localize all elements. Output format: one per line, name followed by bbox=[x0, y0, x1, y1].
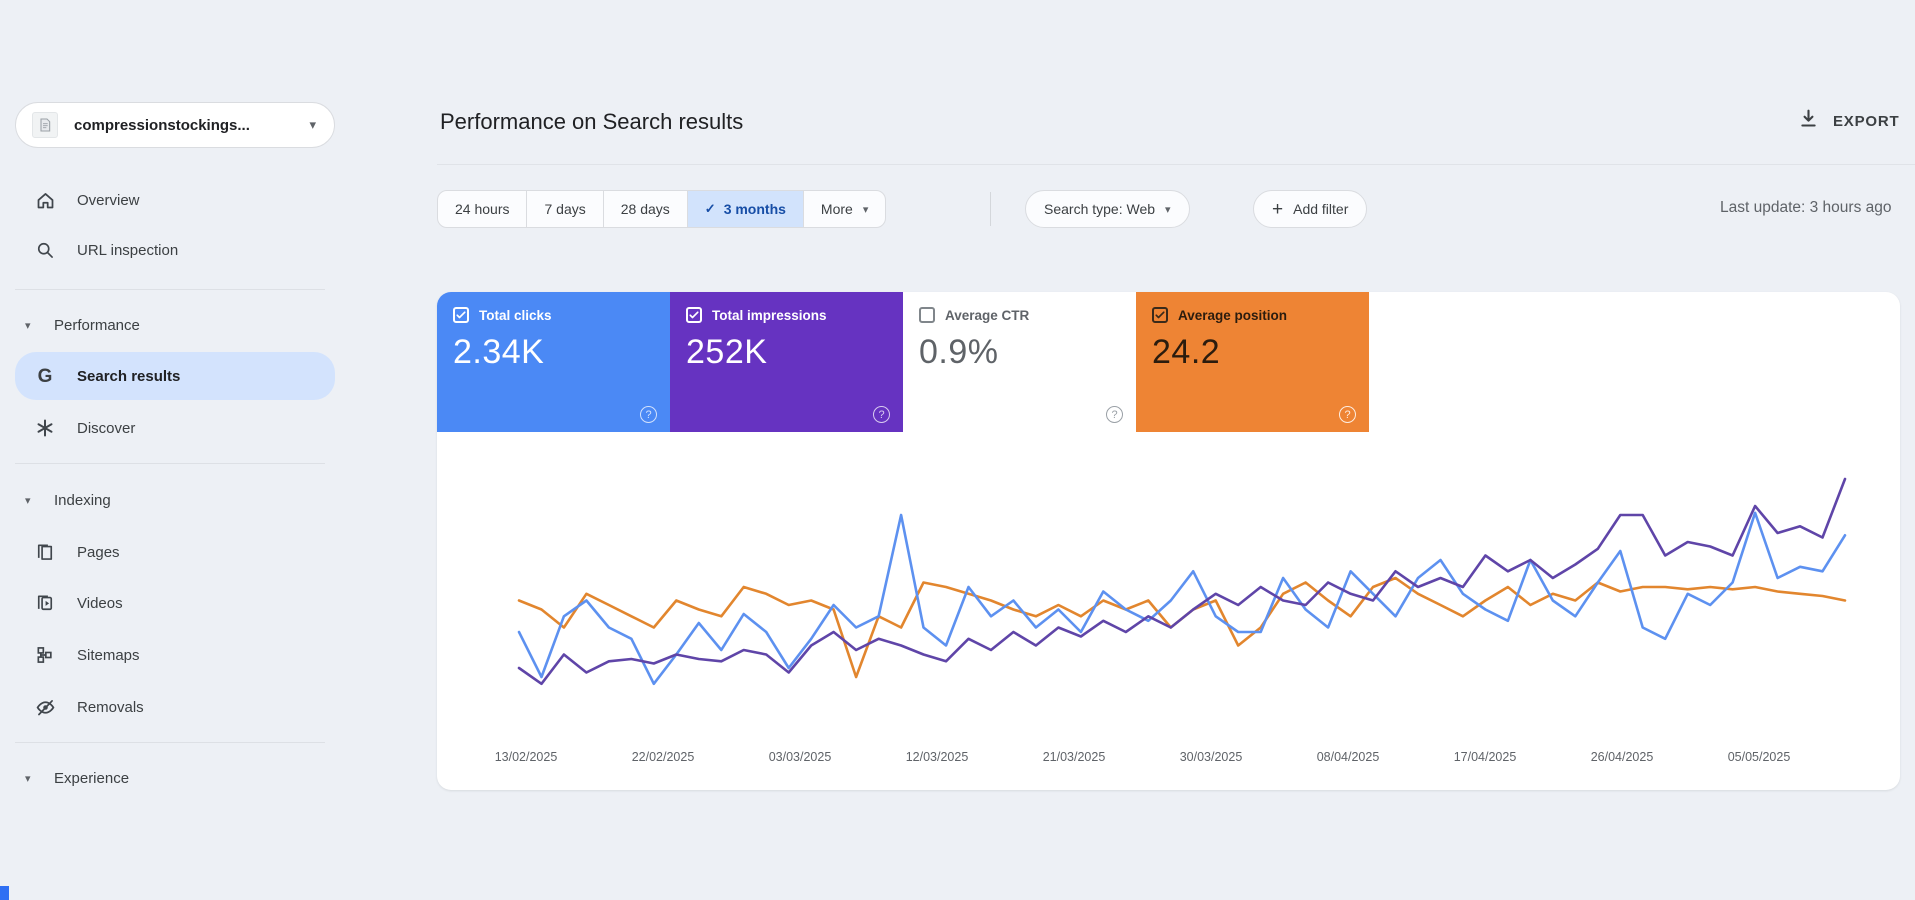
chevron-down-icon: ▾ bbox=[25, 772, 31, 785]
sidebar-item-search-results[interactable]: G Search results bbox=[15, 352, 335, 400]
sidebar-item-discover[interactable]: Discover bbox=[15, 407, 335, 449]
x-axis-label: 13/02/2025 bbox=[495, 750, 558, 764]
help-icon[interactable]: ? bbox=[873, 406, 890, 423]
checkbox-total-clicks[interactable] bbox=[453, 307, 469, 323]
property-label: compressionstockings... bbox=[74, 116, 250, 134]
sidebar-item-label: Removals bbox=[77, 698, 144, 716]
metric-label: Total clicks bbox=[479, 307, 552, 323]
series-line-total-clicks bbox=[517, 511, 1847, 686]
section-label: Indexing bbox=[54, 491, 111, 509]
x-axis-label: 21/03/2025 bbox=[1043, 750, 1106, 764]
sidebar-section-experience[interactable]: ▾ Experience bbox=[15, 757, 335, 799]
metric-value: 24.2 bbox=[1152, 333, 1221, 371]
tile-total-impressions[interactable]: Total impressions 252K ? bbox=[670, 292, 903, 432]
x-axis-label: 17/04/2025 bbox=[1454, 750, 1517, 764]
x-axis-label: 26/04/2025 bbox=[1591, 750, 1654, 764]
sitemap-tree-icon bbox=[33, 643, 57, 667]
metric-label: Average CTR bbox=[945, 307, 1030, 323]
checkbox-average-position[interactable] bbox=[1152, 307, 1168, 323]
section-label: Experience bbox=[54, 769, 130, 787]
search-type-button[interactable]: Search type: Web ▾ bbox=[1025, 190, 1190, 228]
sidebar-item-label: Pages bbox=[77, 543, 120, 561]
sidebar-section-indexing[interactable]: ▾ Indexing bbox=[15, 479, 335, 521]
metric-value: 2.34K bbox=[453, 333, 545, 371]
chevron-down-icon: ▾ bbox=[1165, 203, 1171, 216]
header-divider bbox=[437, 164, 1915, 165]
chevron-down-icon: ▾ bbox=[309, 117, 316, 132]
sidebar: compressionstockings... ▾ Overview URL i… bbox=[0, 0, 360, 900]
metric-tiles: Total clicks 2.34K ? Total impressions 2… bbox=[437, 292, 1369, 432]
export-label: EXPORT bbox=[1833, 112, 1900, 130]
section-label: Performance bbox=[54, 316, 140, 334]
range-24-hours[interactable]: 24 hours bbox=[438, 191, 528, 227]
metric-label: Total impressions bbox=[712, 307, 827, 323]
metric-label: Average position bbox=[1178, 307, 1288, 323]
sidebar-divider bbox=[15, 742, 325, 743]
sidebar-item-label: Overview bbox=[77, 191, 140, 209]
help-icon[interactable]: ? bbox=[1106, 406, 1123, 423]
last-update-text: Last update: 3 hours ago bbox=[1720, 199, 1892, 216]
sidebar-item-pages[interactable]: Pages bbox=[15, 531, 335, 573]
plus-icon: + bbox=[1272, 198, 1284, 220]
export-button[interactable]: EXPORT bbox=[1798, 108, 1899, 134]
property-selector[interactable]: compressionstockings... ▾ bbox=[15, 102, 335, 148]
sidebar-item-overview[interactable]: Overview bbox=[15, 179, 335, 221]
x-axis-label: 05/05/2025 bbox=[1728, 750, 1791, 764]
sidebar-section-performance[interactable]: ▾ Performance bbox=[15, 304, 335, 346]
sidebar-divider bbox=[15, 463, 325, 464]
discover-asterisk-icon bbox=[33, 416, 57, 440]
sidebar-item-label: Discover bbox=[77, 419, 136, 437]
eye-off-icon bbox=[33, 695, 57, 719]
sidebar-item-sitemaps[interactable]: Sitemaps bbox=[15, 634, 335, 676]
x-axis-label: 22/02/2025 bbox=[632, 750, 695, 764]
chevron-down-icon: ▾ bbox=[862, 203, 869, 216]
google-g-icon: G bbox=[37, 365, 53, 387]
sidebar-item-url-inspection[interactable]: URL inspection bbox=[15, 229, 335, 271]
sidebar-item-label: Search results bbox=[77, 367, 181, 385]
site-favicon-icon bbox=[32, 112, 58, 138]
filter-vertical-divider bbox=[990, 192, 991, 226]
performance-line-chart: 13/02/2025 22/02/2025 03/03/2025 12/03/2025… bbox=[495, 477, 1847, 764]
chevron-down-icon: ▾ bbox=[25, 319, 31, 332]
tile-average-position[interactable]: Average position 24.2 ? bbox=[1136, 292, 1369, 432]
performance-panel: Total clicks 2.34K ? Total impressions 2… bbox=[437, 292, 1900, 790]
sidebar-item-videos[interactable]: Videos bbox=[15, 582, 335, 624]
date-range-group: 24 hours 7 days 28 days ✓ 3 months More … bbox=[437, 190, 887, 228]
chevron-down-icon: ▾ bbox=[25, 494, 31, 507]
sidebar-item-removals[interactable]: Removals bbox=[15, 686, 335, 728]
range-3-months-selected[interactable]: ✓ 3 months bbox=[687, 191, 804, 227]
check-icon: ✓ bbox=[704, 201, 716, 216]
home-icon bbox=[33, 188, 57, 212]
search-icon bbox=[33, 238, 57, 262]
add-filter-button[interactable]: + Add filter bbox=[1253, 190, 1368, 228]
range-7-days[interactable]: 7 days bbox=[527, 191, 604, 227]
x-axis-label: 30/03/2025 bbox=[1180, 750, 1243, 764]
range-28-days[interactable]: 28 days bbox=[604, 191, 688, 227]
x-axis-label: 03/03/2025 bbox=[769, 750, 832, 764]
metric-value: 0.9% bbox=[919, 333, 999, 371]
tile-total-clicks[interactable]: Total clicks 2.34K ? bbox=[437, 292, 670, 432]
checkbox-average-ctr[interactable] bbox=[919, 307, 935, 323]
sidebar-item-label: URL inspection bbox=[77, 241, 179, 259]
tile-average-ctr[interactable]: Average CTR 0.9% ? bbox=[903, 292, 1136, 432]
metric-value: 252K bbox=[686, 333, 768, 371]
help-icon[interactable]: ? bbox=[640, 406, 657, 423]
help-icon[interactable]: ? bbox=[1339, 406, 1356, 423]
x-axis-label: 12/03/2025 bbox=[906, 750, 969, 764]
video-icon bbox=[33, 591, 57, 615]
x-axis-label: 08/04/2025 bbox=[1317, 750, 1380, 764]
download-icon bbox=[1798, 108, 1819, 134]
checkbox-total-impressions[interactable] bbox=[686, 307, 702, 323]
range-more-dropdown[interactable]: More ▾ bbox=[820, 201, 869, 217]
page-title: Performance on Search results bbox=[440, 109, 744, 134]
series-line-total-impressions bbox=[517, 477, 1847, 686]
pages-icon bbox=[33, 540, 57, 564]
sidebar-divider bbox=[15, 289, 325, 290]
sidebar-item-label: Videos bbox=[77, 594, 123, 612]
screen-edge-artifact bbox=[0, 886, 9, 900]
sidebar-item-label: Sitemaps bbox=[77, 646, 140, 664]
